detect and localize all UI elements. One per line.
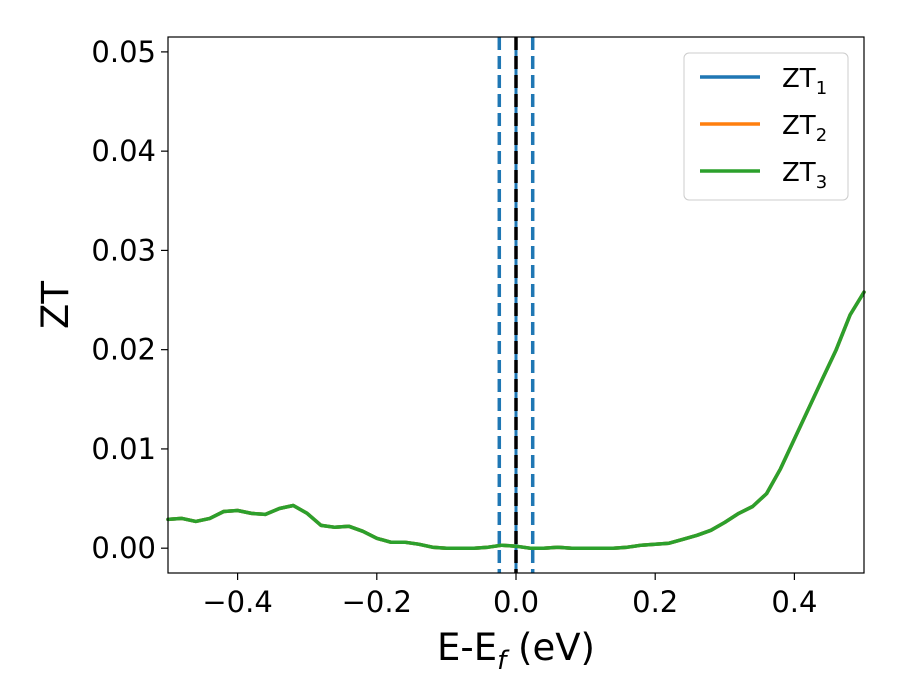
x-tick-label: 0.4 (771, 585, 817, 619)
x-axis-label: E-Ef (eV) (437, 626, 595, 676)
y-tick-label: 0.00 (91, 531, 156, 565)
x-tick-label: −0.4 (202, 585, 272, 619)
legend: ZT1 ZT2 ZT3 (683, 52, 849, 201)
vertical-reference-lines (497, 37, 535, 573)
legend-label: ZT2 (782, 111, 827, 146)
y-tick-label: 0.01 (91, 432, 156, 466)
x-axis: −0.4 −0.2 0.0 0.2 0.4 (202, 573, 817, 619)
y-tick-label: 0.02 (91, 333, 156, 367)
series-lines (166, 290, 866, 550)
x-tick-label: 0.0 (493, 585, 539, 619)
x-tick-label: −0.2 (342, 585, 412, 619)
x-tick-label: 0.2 (632, 585, 678, 619)
legend-box (683, 52, 849, 201)
legend-label: ZT1 (782, 64, 827, 99)
y-axis-label: ZT (34, 281, 77, 329)
y-tick-label: 0.03 (91, 233, 156, 267)
y-tick-label: 0.04 (91, 134, 156, 168)
y-tick-label: 0.05 (91, 35, 156, 69)
legend-label: ZT3 (782, 158, 827, 193)
series-line-zt3 (166, 290, 866, 550)
y-axis: 0.00 0.01 0.02 0.03 0.04 0.05 (91, 35, 168, 565)
